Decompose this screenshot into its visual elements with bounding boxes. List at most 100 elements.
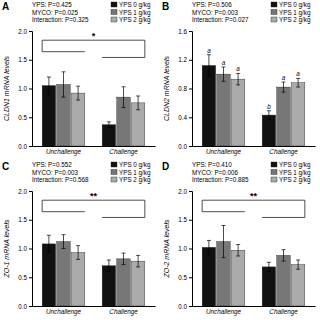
significance-bracket — [42, 200, 145, 217]
y-tick: 1.0 — [178, 245, 192, 252]
legend: YPS 0 g/kgYPS 1 g/kgYPS 2 g/kg — [111, 161, 151, 184]
error-bar — [47, 77, 51, 94]
tick-mark — [189, 60, 192, 61]
bar — [277, 255, 290, 306]
stats-annotation: YPS: P=0.506 — [192, 1, 232, 8]
plot-area: abaaaa0.00.40.81.21.6UnchallengeChalleng… — [178, 28, 315, 157]
bracket-line — [202, 200, 305, 201]
x-tick: Challenge — [109, 148, 138, 156]
marks — [202, 55, 305, 146]
bar — [231, 79, 244, 146]
tick-label: 1.0 — [18, 245, 27, 252]
x-tick: Unchallenge — [206, 148, 242, 156]
tick-label: 1.0 — [18, 85, 27, 92]
letter-label: b — [267, 103, 271, 110]
panel-label: B — [162, 1, 169, 12]
tick-mark — [189, 220, 192, 221]
tick-mark — [29, 89, 32, 90]
x-tick: Challenge — [269, 308, 298, 316]
bar — [291, 83, 304, 146]
legend-swatch — [271, 170, 277, 175]
y-tick: 1.2 — [178, 56, 192, 63]
tick-label: Unchallenge — [206, 308, 242, 316]
y-tick: 0.5 — [18, 274, 32, 281]
stats-annotation: Interaction: P=0.027 — [192, 16, 249, 23]
error-bar — [107, 260, 111, 272]
legend-swatch — [271, 2, 277, 7]
error-bar — [76, 246, 80, 260]
stats-annotation: MYCO: P=0.006 — [192, 169, 239, 176]
bar — [231, 250, 244, 306]
stats-annotation: MYCO: P=0.003 — [192, 9, 239, 16]
error-bar — [296, 260, 300, 269]
tick-label: 1.5 — [178, 216, 187, 223]
y-tick: 2.0 — [18, 188, 32, 195]
tick-label: 2.0 — [18, 188, 27, 195]
error-bar — [122, 253, 126, 265]
legend-swatch — [271, 177, 277, 182]
tick-label: 0.0 — [18, 143, 27, 150]
bar — [42, 244, 55, 306]
letter-label: a — [222, 59, 226, 66]
letter-label: a — [207, 47, 211, 54]
x-tick: Unchallenge — [46, 148, 82, 156]
bar — [202, 247, 215, 306]
labels: abaaaa — [207, 47, 300, 110]
y-axis: 0.00.40.81.21.6 — [178, 28, 192, 150]
tick-label: 0.5 — [178, 274, 187, 281]
tick-label: Unchallenge — [206, 148, 242, 156]
bar — [202, 66, 215, 147]
tick-label: 2.0 — [18, 28, 27, 35]
bar — [277, 87, 290, 146]
y-tick: 0.0 — [178, 143, 192, 150]
y-tick: 1.5 — [18, 216, 32, 223]
tick-mark — [189, 117, 192, 118]
y-tick: 0.8 — [178, 85, 192, 92]
significance-label: ** — [90, 191, 98, 201]
panel-label: C — [2, 161, 9, 172]
error-bar — [222, 67, 226, 81]
tick-label: Challenge — [109, 148, 138, 156]
error-bar — [107, 122, 111, 128]
axis-line — [33, 146, 156, 147]
x-tick: Unchallenge — [206, 308, 242, 316]
x-tick: Unchallenge — [46, 308, 82, 316]
y-tick: 2.0 — [18, 28, 32, 35]
tick-label: 0.4 — [178, 114, 187, 121]
x-axis: Unchallenge Challenge — [193, 307, 316, 317]
legend: YPS 0 g/kgYPS 1 g/kgYPS 2 g/kg — [271, 161, 311, 184]
y-axis-title: ZO-2 mRNA levels — [163, 219, 170, 279]
tick-mark — [189, 191, 192, 192]
legend-swatch — [271, 17, 277, 22]
legend-swatch — [111, 10, 117, 15]
panel: **0.00.51.01.52.0UnchallengeChallengeZO-… — [2, 161, 156, 316]
stats-annotation: MYCO: P=0.003 — [32, 169, 79, 176]
letter-label: a — [282, 74, 286, 81]
significance-label: * — [92, 31, 96, 41]
tick-label: Challenge — [269, 148, 298, 156]
legend-label: YPS 2 g/kg — [119, 16, 151, 24]
tick-mark — [189, 306, 192, 307]
panel-label: D — [162, 161, 169, 172]
error-bar — [47, 235, 51, 252]
bracket-line — [42, 40, 43, 52]
bracket-line — [42, 40, 145, 41]
stats-annotation: MYCO: P=0.025 — [32, 9, 79, 16]
legend-swatch — [111, 170, 117, 175]
y-tick: 1.5 — [18, 56, 32, 63]
tick-mark — [29, 31, 32, 32]
y-tick: 2.0 — [178, 188, 192, 195]
tick-label: 0.0 — [18, 303, 27, 310]
legend-swatch — [111, 162, 117, 167]
tick-label: 1.2 — [178, 56, 187, 63]
tick-mark — [29, 277, 32, 278]
axis-line — [29, 192, 33, 307]
tick-label: 1.5 — [18, 216, 27, 223]
tick-label: 1.5 — [18, 56, 27, 63]
error-bar — [296, 78, 300, 87]
stats-annotation: YPS: P=0.410 — [192, 161, 232, 168]
significance-bracket — [202, 200, 305, 217]
bar — [42, 86, 55, 146]
x-tick: Challenge — [269, 148, 298, 156]
y-axis-title: ZO-1 mRNA levels — [3, 219, 10, 279]
